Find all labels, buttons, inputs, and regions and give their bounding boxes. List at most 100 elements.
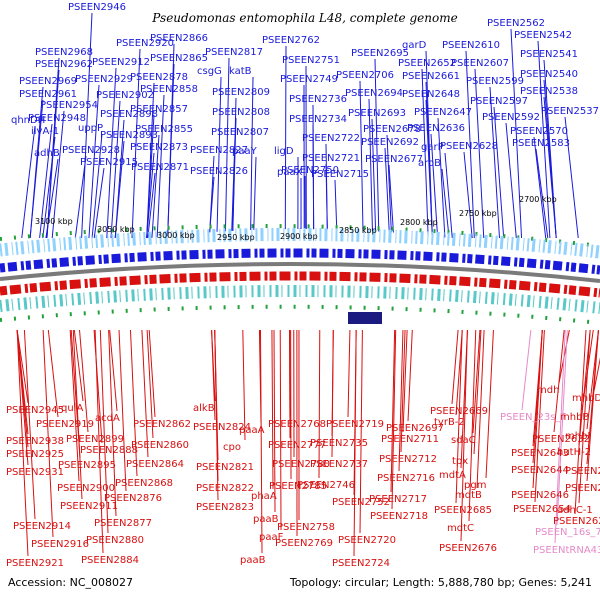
gene-label-forward: PSEEN2706 — [336, 70, 394, 81]
gene-label-forward: PSEEN2954 — [40, 100, 98, 111]
reverse-gene-label-line — [94, 329, 104, 554]
gene-label-forward: ligD — [274, 146, 294, 157]
position-tick-label: 2800 kbp — [400, 218, 438, 227]
gene-label-forward: PSEEN2902 — [96, 90, 154, 101]
gene-label-reverse: PSEEN2925 — [6, 449, 64, 460]
forward-gene-label-line — [325, 163, 328, 230]
forward-gene-label-line — [465, 50, 475, 239]
forward-gene-label-lines — [21, 12, 579, 239]
position-tick-label: 2750 kbp — [459, 209, 497, 218]
gene-label-forward: PSEEN2857 — [130, 104, 188, 115]
forward-gene-label-line — [386, 134, 392, 233]
gene-label-reverse: PSEEN2697 — [386, 423, 444, 434]
gene-label-reverse: mhbI — [565, 431, 590, 442]
gene-label-forward: PSEEN2893 — [100, 130, 158, 141]
gene-label-forward: paaX — [277, 167, 303, 178]
gene-label-reverse: phaA — [251, 491, 277, 502]
gene-label-reverse: mdh — [537, 385, 559, 396]
forward-gene-label-line — [284, 45, 287, 230]
gene-label-reverse: pgm — [464, 480, 486, 491]
gene-label-forward: PSEEN2968 — [35, 47, 93, 58]
gene-label-forward: PSEEN2929 — [75, 74, 133, 85]
gene-label-forward: PSEEN2610 — [442, 40, 500, 51]
gene-label-reverse: PSEEN2669 — [430, 406, 488, 417]
forward-gene-label-line — [151, 134, 160, 238]
forward-gene-label-line — [374, 58, 380, 232]
reverse-gene-label-line — [42, 329, 54, 538]
gene-label-forward: adhB — [34, 148, 60, 159]
gene-label-reverse: PSEEN2769 — [275, 538, 333, 549]
forward-gene-label-line — [368, 98, 373, 232]
forward-gene-label-line — [421, 68, 429, 236]
forward-gene-label-line — [250, 76, 254, 230]
forward-gene-label-line — [489, 86, 500, 239]
reverse-gene-label-line — [472, 329, 481, 434]
gene-label-reverse: PSEEN2931 — [6, 467, 64, 478]
reverse-gene-label-line — [532, 329, 543, 489]
forward-gene-label-line — [493, 106, 505, 239]
reverse-gene-label-line — [118, 329, 127, 492]
gene-label-reverse: PSEEN2864 — [126, 459, 184, 470]
gene-label-forward: PSEEN2647 — [414, 107, 472, 118]
gene-label-forward: PSEEN2636 — [407, 123, 465, 134]
gene-label-reverse: quiA — [61, 403, 83, 414]
reverse-gene-label-line — [242, 329, 246, 441]
gene-label-reverse: PSEEN2822 — [196, 483, 254, 494]
forward-feature-track — [0, 227, 600, 259]
gene-label-forward: PSEEN2661 — [402, 71, 460, 82]
forward-gene-label-line — [388, 164, 394, 233]
gene-label-forward: PSEEN2692 — [361, 137, 419, 148]
gene-label-forward: PSEEN2920 — [116, 38, 174, 49]
gene-label-forward: PSEEN2878 — [130, 72, 188, 83]
gene-label-reverse: PSEEN2643 — [511, 448, 569, 459]
topology-summary: Topology: circular; Length: 5,888,780 bp… — [289, 576, 592, 589]
gene-label-reverse: adhC-1 — [557, 505, 593, 516]
gene-label-reverse: PSEEN2785 — [269, 481, 327, 492]
forward-gene-label-line — [231, 137, 236, 231]
reverse-gene-label-line — [391, 329, 397, 510]
gene-label-forward: PSEEN2865 — [150, 53, 208, 64]
gene-label-reverse: PSEEN2712 — [379, 454, 437, 465]
reverse-gene-label-line — [146, 329, 154, 439]
forward-gene-label-line — [42, 136, 56, 239]
gene-label-forward: PSEEN2583 — [512, 138, 570, 149]
reverse-gene-label-line — [211, 329, 216, 421]
forward-gene-label-line — [437, 117, 446, 238]
gene-label-forward: PSEEN2871 — [131, 162, 189, 173]
gene-label-forward: PSEEN2607 — [451, 58, 509, 69]
gene-label-reverse: PSEEN2719 — [326, 419, 384, 430]
forward-gene-label-line — [535, 148, 549, 239]
gene-label-forward: garP — [421, 142, 444, 153]
reverse-gene-label-line — [455, 329, 463, 416]
reverse-gene-label-line — [553, 329, 565, 433]
forward-gene-label-line — [474, 68, 485, 239]
gene-label-forward: PSEEN2678 — [363, 124, 421, 135]
reverse-gene-label-line — [473, 329, 482, 455]
gene-label-forward: katB — [229, 66, 252, 77]
gene-label-forward: PSEEN2722 — [302, 133, 360, 144]
gene-label-reverse: paaB — [240, 555, 266, 566]
gene-label-forward: PSEEN2628 — [440, 141, 498, 152]
gene-label-forward: PSEEN2652 — [398, 58, 456, 69]
forward-gene-label-line — [21, 125, 36, 239]
gene-label-reverse: PSEEN2716 — [377, 473, 435, 484]
gene-label-reverse: PSEEN2899 — [66, 434, 124, 445]
forward-gene-label-line — [88, 84, 100, 239]
gene-label-reverse: PSEEN2911 — [60, 501, 118, 512]
forward-gene-label-line — [463, 151, 473, 239]
forward-gene-label-line — [110, 100, 121, 239]
reverse-gene-label-line — [468, 329, 477, 522]
green-gc-track-inner — [0, 304, 600, 325]
gene-label-forward: PSEEN2541 — [520, 49, 578, 60]
gene-label-forward: PSEEN2693 — [348, 108, 406, 119]
forward-gene-label-line — [146, 152, 155, 239]
gene-label-forward: PSEEN2807 — [211, 127, 269, 138]
gene-label-forward: PSEEN2928 — [62, 145, 120, 156]
gene-label-forward: PSEEN2570 — [510, 126, 568, 137]
forward-gene-label-line — [147, 172, 156, 239]
reverse-gene-label-lines — [16, 329, 600, 557]
reverse-gene-label-line — [455, 329, 463, 504]
forward-gene-label-line — [510, 28, 523, 239]
forward-gene-label-line — [51, 110, 65, 239]
